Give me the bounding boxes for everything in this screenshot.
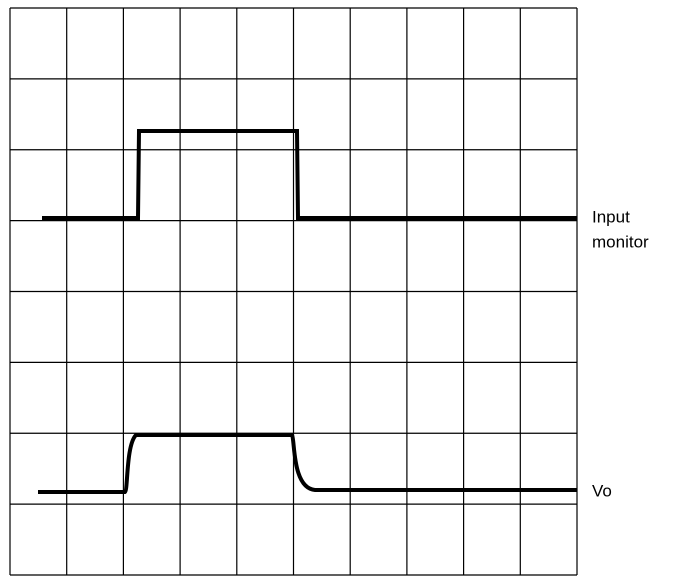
grid — [9, 7, 578, 576]
output-label: Vo — [592, 481, 612, 500]
input-label-line-1: Input — [592, 207, 630, 226]
output-waveform — [38, 433, 577, 494]
input-label-line-2: monitor — [592, 232, 649, 251]
input-waveform — [42, 129, 577, 220]
